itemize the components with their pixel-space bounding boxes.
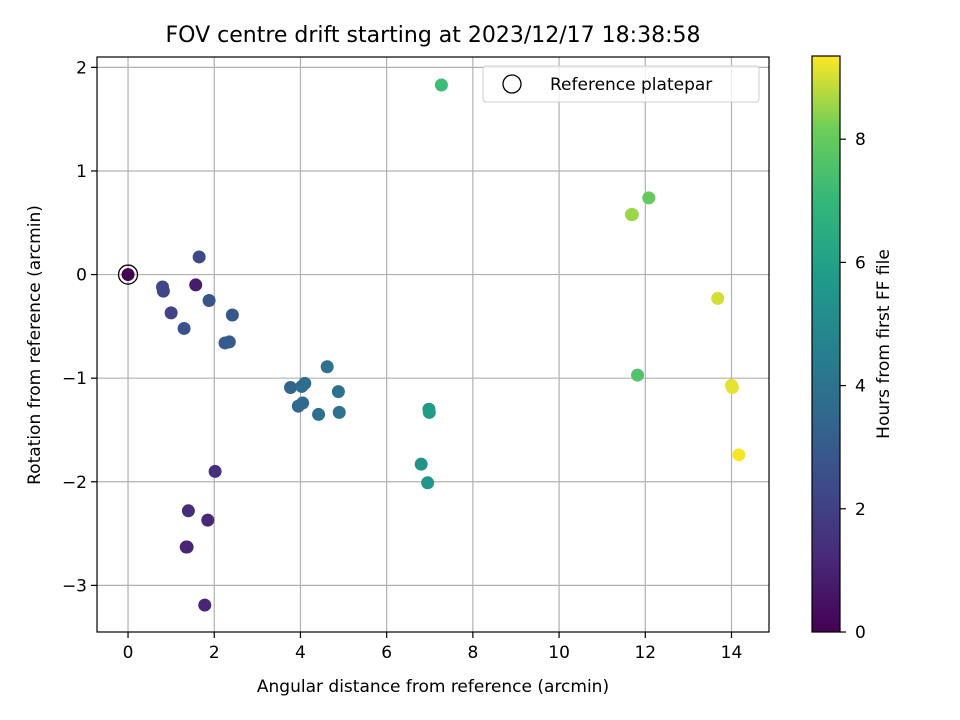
x-tick-label: 8 [467, 643, 478, 663]
data-points [121, 78, 746, 612]
scatter-point [421, 476, 435, 490]
scatter-point [331, 385, 345, 399]
scatter-point [180, 540, 194, 554]
scatter-point [625, 207, 639, 221]
x-axis-ticks: 0 2 4 6 8 10 12 14 [123, 632, 743, 663]
colorbar-tick-label: 6 [855, 253, 866, 273]
y-axis-ticks: −3 −2 −1 0 1 2 [62, 58, 97, 596]
scatter-point [121, 268, 135, 282]
scatter-point [225, 308, 239, 322]
x-tick-label: 12 [634, 643, 656, 663]
scatter-point [201, 513, 215, 527]
scatter-point [181, 504, 195, 518]
y-tick-label: −2 [62, 473, 87, 493]
reference-marker-layer [117, 264, 139, 285]
x-tick-label: 4 [295, 643, 306, 663]
scatter-point [164, 306, 178, 320]
scatter-point [177, 321, 191, 335]
grid-lines [97, 57, 769, 632]
legend: Reference platepar [482, 65, 760, 103]
scatter-point [198, 598, 212, 612]
scatter-point [202, 293, 216, 307]
scatter-point [284, 380, 298, 394]
scatter-point [732, 448, 746, 462]
colorbar-tick-label: 8 [855, 130, 866, 150]
scatter-point [631, 368, 645, 382]
x-axis-label: Angular distance from reference (arcmin) [257, 677, 609, 697]
x-tick-label: 0 [123, 643, 134, 663]
x-tick-label: 6 [381, 643, 392, 663]
scatter-point [422, 405, 436, 419]
y-tick-label: 1 [76, 162, 87, 182]
y-tick-label: 0 [76, 266, 87, 286]
y-tick-label: −1 [62, 369, 87, 389]
x-tick-label: 14 [721, 643, 743, 663]
scatter-point [192, 250, 206, 264]
y-axis-label: Rotation from reference (arcmin) [25, 205, 45, 485]
scatter-point [434, 78, 448, 92]
y-tick-label: 2 [76, 58, 87, 78]
legend-box [482, 65, 760, 103]
x-tick-label: 2 [209, 643, 220, 663]
scatter-point [189, 278, 203, 292]
chart-title: FOV centre drift starting at 2023/12/17 … [166, 23, 701, 48]
y-tick-label: −3 [62, 576, 87, 596]
legend-reference-marker [502, 74, 522, 94]
scatter-point [642, 191, 656, 205]
scatter-point [414, 457, 428, 471]
colorbar-label: Hours from first FF file [874, 249, 894, 439]
colorbar-tick-label: 4 [855, 377, 866, 397]
scatter-point [296, 396, 310, 410]
reference-platepar-marker [117, 264, 139, 285]
scatter-point [320, 360, 334, 374]
x-tick-label: 10 [548, 643, 570, 663]
colorbar-frame [811, 55, 841, 633]
scatter-point [208, 464, 222, 478]
scatter-point [332, 405, 346, 419]
legend-entry-label: Reference platepar [550, 75, 712, 95]
scatter-point [711, 291, 725, 305]
colorbar-ticks: 0 2 4 6 8 [840, 130, 866, 643]
plot-frame [96, 56, 770, 633]
colorbar-tick-label: 0 [855, 623, 866, 643]
scatter-point [222, 335, 236, 349]
scatter-point [312, 407, 326, 421]
scatter-point [298, 376, 312, 390]
colorbar-gradient [812, 56, 840, 632]
colorbar-tick-label: 2 [855, 500, 866, 520]
scatter-point [156, 284, 170, 298]
scatter-point [725, 380, 739, 394]
